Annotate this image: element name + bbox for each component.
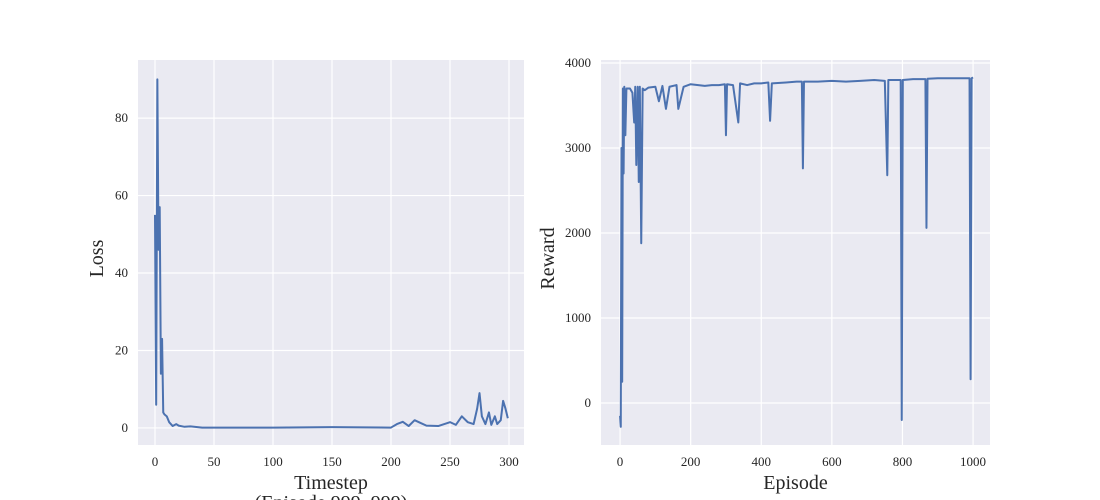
x-axis-label: Timestep	[294, 472, 368, 494]
y-tick-label: 80	[115, 110, 128, 125]
x-tick-label: 600	[822, 454, 842, 469]
plot-area	[601, 60, 990, 445]
x-tick-label: 200	[381, 454, 401, 469]
x-axis-sublabel: (Episode 999, 999)	[255, 492, 408, 500]
y-tick-label: 40	[115, 265, 128, 280]
plot-area	[138, 60, 524, 445]
y-axis-label: Reward	[537, 227, 559, 289]
x-tick-label: 100	[263, 454, 283, 469]
x-tick-label: 0	[617, 454, 624, 469]
y-tick-label: 0	[122, 420, 129, 435]
loss-line	[153, 78, 509, 429]
x-tick-label: 250	[440, 454, 460, 469]
y-tick-label: 60	[115, 188, 128, 203]
y-tick-label: 0	[585, 395, 592, 410]
y-axis-label: Loss	[86, 239, 108, 277]
y-tick-label: 4000	[565, 55, 591, 70]
loss-line	[619, 76, 974, 428]
x-tick-label: 0	[152, 454, 159, 469]
y-tick-label: 2000	[565, 225, 591, 240]
x-tick-label: 200	[681, 454, 701, 469]
x-tick-label: 800	[893, 454, 913, 469]
x-tick-label: 50	[207, 454, 220, 469]
x-axis-label: Episode	[763, 472, 828, 494]
x-tick-label: 400	[752, 454, 772, 469]
y-tick-label: 20	[115, 342, 128, 357]
x-tick-label: 300	[499, 454, 519, 469]
y-tick-label: 1000	[565, 310, 591, 325]
x-tick-label: 1000	[960, 454, 986, 469]
y-tick-label: 3000	[565, 140, 591, 155]
x-tick-label: 150	[322, 454, 342, 469]
